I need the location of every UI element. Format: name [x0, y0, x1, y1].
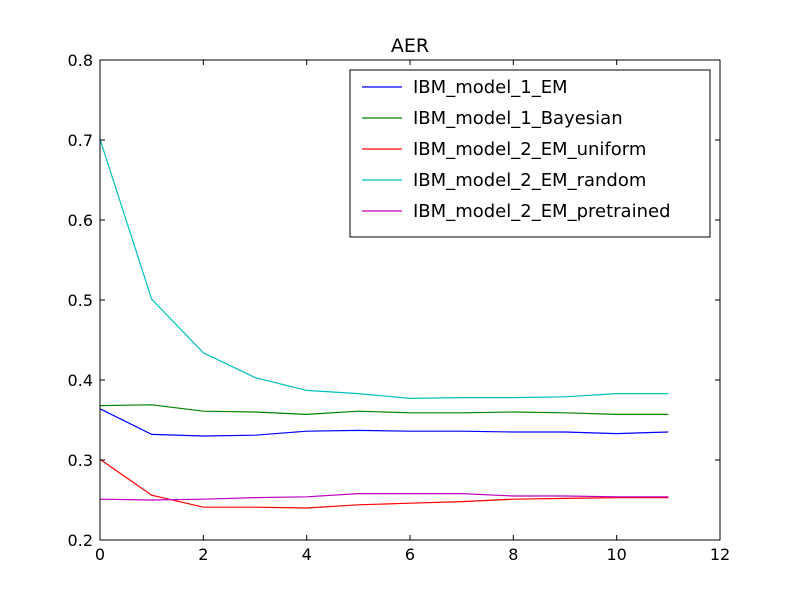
- legend-label-1: IBM_model_1_EM: [413, 77, 568, 98]
- y-tick-label: 0.4: [68, 371, 93, 390]
- x-tick-label: 2: [198, 545, 208, 564]
- series-line-3: [99, 458, 669, 509]
- y-tick-label: 0.3: [68, 451, 93, 470]
- legend-label-4: IBM_model_2_EM_random: [413, 170, 646, 191]
- x-tick-label: 6: [405, 545, 415, 564]
- legend-label-2: IBM_model_1_Bayesian: [413, 108, 623, 129]
- series-line-1: [99, 408, 669, 437]
- y-tick-label: 0.8: [68, 51, 93, 70]
- y-tick-label: 0.5: [68, 291, 93, 310]
- x-axis: 0 2 4 6 8 10 12: [95, 60, 730, 564]
- series-line-4: [99, 139, 669, 400]
- x-tick-label: 12: [710, 545, 730, 564]
- legend: IBM_model_1_EM IBM_model_1_Bayesian IBM_mo…: [349, 69, 711, 238]
- x-tick-label: 8: [508, 545, 518, 564]
- series-layer: [99, 139, 669, 509]
- y-tick-label: 0.7: [68, 131, 93, 150]
- y-axis: 0.2 0.3 0.4 0.5 0.6 0.7 0.8: [68, 51, 720, 550]
- legend-box: [349, 69, 711, 238]
- y-tick-label: 0.2: [68, 531, 93, 550]
- x-tick-label: 10: [606, 545, 626, 564]
- y-tick-label: 0.6: [68, 211, 93, 230]
- chart-title: AER: [391, 35, 429, 57]
- series-line-5: [99, 493, 669, 501]
- x-tick-label: 4: [302, 545, 312, 564]
- legend-label-3: IBM_model_2_EM_uniform: [413, 139, 646, 160]
- x-tick-label: 0: [95, 545, 105, 564]
- series-line-2: [99, 404, 669, 416]
- legend-label-5: IBM_model_2_EM_pretrained: [413, 201, 671, 222]
